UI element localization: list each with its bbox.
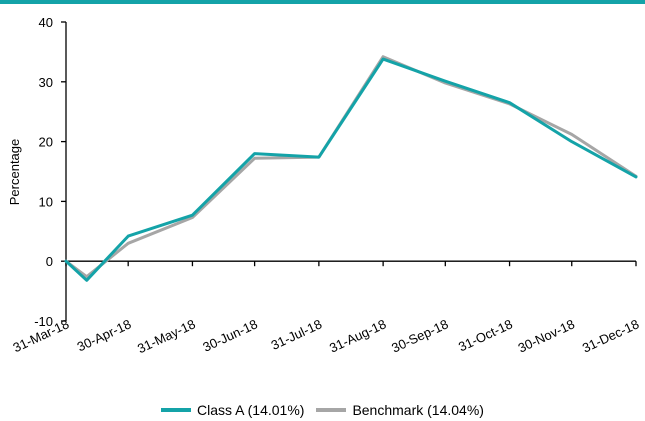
x-tick-label: 31-Dec-18	[580, 316, 641, 355]
series-line-benchmark	[64, 55, 638, 279]
legend-swatch-class-a	[161, 408, 192, 412]
x-tick-label: 31-Aug-18	[327, 316, 388, 355]
x-tick-label: 31-Jul-18	[269, 316, 324, 353]
legend-label-benchmark: Benchmark (14.04%)	[352, 402, 484, 418]
x-axis-ticks: 31-Mar-18 30-Apr-18 31-May-18 30-Jun-18 31-J…	[11, 261, 641, 356]
y-tick-label: 10	[39, 194, 53, 209]
y-tick-label: -10	[34, 314, 53, 329]
y-axis-ticks: -10 0 10 20 30 40	[34, 15, 66, 329]
top-accent-bar	[0, 0, 645, 4]
axes	[65, 22, 636, 321]
series-line-class-a	[64, 57, 638, 282]
legend-item-class-a: Class A (14.01%)	[161, 402, 304, 418]
legend-swatch-benchmark	[316, 408, 347, 412]
legend-label-class-a: Class A (14.01%)	[197, 402, 305, 418]
y-tick-label: 0	[46, 254, 53, 269]
x-tick-label: 31-May-18	[135, 316, 198, 356]
x-tick-label: 30-Nov-18	[516, 316, 577, 355]
x-tick-label: 30-Sep-18	[389, 316, 450, 355]
x-tick-label: 30-Apr-18	[75, 316, 134, 354]
y-tick-label: 40	[39, 15, 53, 30]
line-chart: -10 0 10 20 30 40 31-Mar-18 30-Apr-18 31-May-18…	[7, 15, 641, 356]
series-lines	[64, 55, 638, 282]
y-tick-label: 30	[39, 75, 53, 90]
x-tick-label: 30-Jun-18	[200, 316, 259, 354]
x-tick-label: 31-Oct-18	[456, 316, 515, 354]
y-axis-title: Percentage	[7, 139, 22, 206]
legend: Class A (14.01%) Benchmark (14.04%)	[0, 402, 645, 418]
legend-item-benchmark: Benchmark (14.04%)	[316, 402, 484, 418]
y-tick-label: 20	[39, 135, 53, 150]
